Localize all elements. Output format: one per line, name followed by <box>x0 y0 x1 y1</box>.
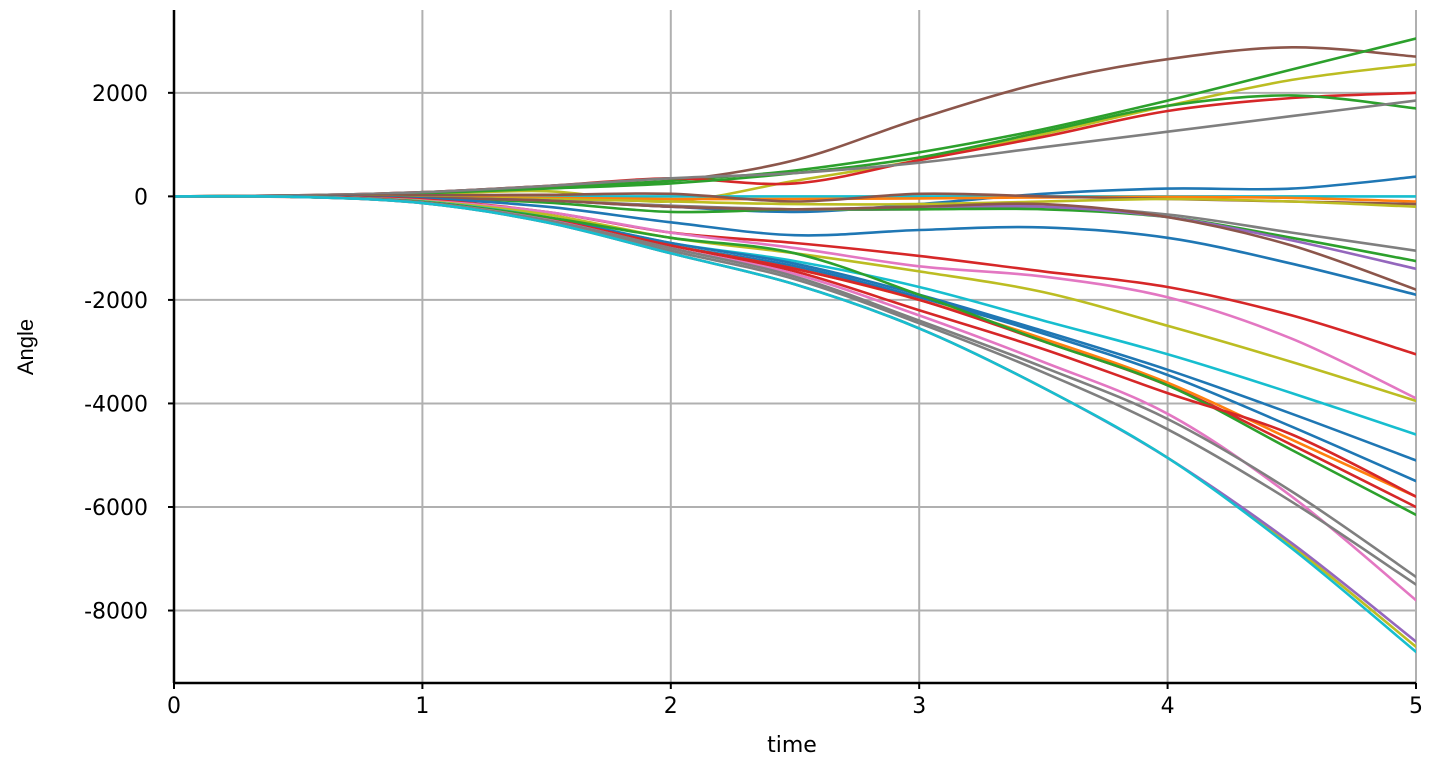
y-tick-label-0: -8000 <box>84 600 148 625</box>
x-tick-label-4: 4 <box>1161 694 1175 719</box>
y-tick-label-2: -4000 <box>84 392 148 417</box>
x-tick-label-0: 0 <box>167 694 181 719</box>
y-axis-label: Angle <box>13 319 38 375</box>
ticks: 0 1 2 3 4 5 -8000 -6000 -4000 -2000 0 2000 <box>84 82 1423 719</box>
x-tick-label-5: 5 <box>1409 694 1423 719</box>
series-line-27 <box>174 195 1416 602</box>
series-line-6 <box>174 99 1416 198</box>
series-line-22 <box>174 195 1416 483</box>
grid-lines <box>173 10 1417 683</box>
x-tick-label-2: 2 <box>664 694 678 719</box>
x-tick-label-1: 1 <box>415 694 429 719</box>
y-tick-label-4: 0 <box>134 185 148 210</box>
series-line-32 <box>174 194 1416 654</box>
y-tick-label-1: -6000 <box>84 496 148 521</box>
y-tick-label-5: 2000 <box>92 82 148 107</box>
axes <box>172 10 1416 685</box>
series-line-14 <box>174 195 1416 271</box>
x-tick-label-3: 3 <box>912 694 926 719</box>
series-layer <box>174 37 1416 654</box>
x-axis-label: time <box>767 733 817 758</box>
y-tick-label-3: -2000 <box>84 289 148 314</box>
